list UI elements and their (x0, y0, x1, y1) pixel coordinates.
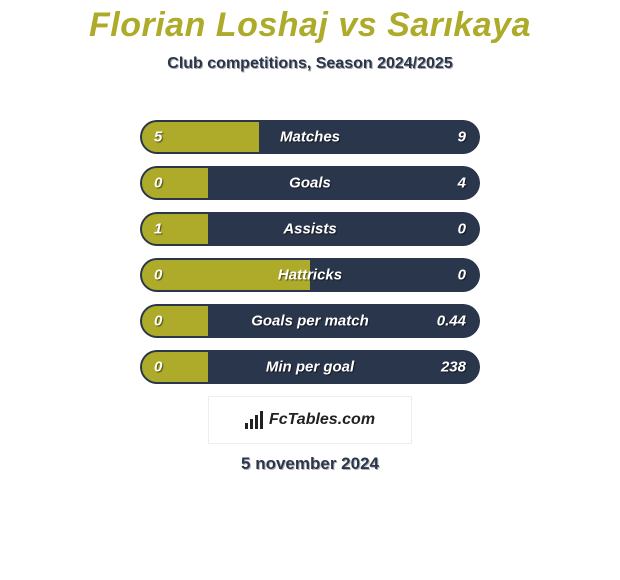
value-left: 0 (154, 175, 162, 192)
stat-row: 1 0 Assists (140, 212, 480, 246)
avatar-right (492, 120, 610, 154)
stat-row: 0 238 Min per goal (140, 350, 480, 384)
avatar-left (20, 172, 120, 206)
logo-bars-icon (245, 411, 263, 429)
stat-row: 5 9 Matches (140, 120, 480, 154)
stat-label: Min per goal (266, 359, 354, 376)
stat-label: Matches (280, 129, 340, 146)
comparison-infographic: Florian Loshaj vs Sarıkaya Club competit… (0, 0, 620, 580)
value-right: 4 (458, 175, 466, 192)
comparison-bars: 5 9 Matches 0 4 Goals 1 0 Assists 0 0 Hattricks 0 0.4… (140, 120, 480, 396)
value-left: 1 (154, 221, 162, 238)
bar-left (140, 212, 208, 246)
bar-left (140, 350, 208, 384)
stat-label: Assists (283, 221, 336, 238)
stat-row: 0 0.44 Goals per match (140, 304, 480, 338)
stat-label: Hattricks (278, 267, 342, 284)
stat-label: Goals (289, 175, 331, 192)
stat-label: Goals per match (251, 313, 369, 330)
page-title: Florian Loshaj vs Sarıkaya (0, 0, 620, 45)
value-left: 5 (154, 129, 162, 146)
subtitle: Club competitions, Season 2024/2025 (0, 55, 620, 73)
value-right: 0.44 (437, 313, 466, 330)
value-left: 0 (154, 359, 162, 376)
bar-left (140, 304, 208, 338)
value-right: 9 (458, 129, 466, 146)
avatar-left (8, 120, 112, 154)
value-right: 238 (441, 359, 466, 376)
stat-row: 0 4 Goals (140, 166, 480, 200)
value-right: 0 (458, 221, 466, 238)
stat-row: 0 0 Hattricks (140, 258, 480, 292)
value-left: 0 (154, 313, 162, 330)
date-text: 5 november 2024 (241, 454, 379, 474)
bar-left (140, 166, 208, 200)
value-left: 0 (154, 267, 162, 284)
avatar-right (500, 172, 600, 206)
fctables-logo: FcTables.com (208, 396, 412, 444)
logo-text: FcTables.com (269, 411, 375, 429)
value-right: 0 (458, 267, 466, 284)
